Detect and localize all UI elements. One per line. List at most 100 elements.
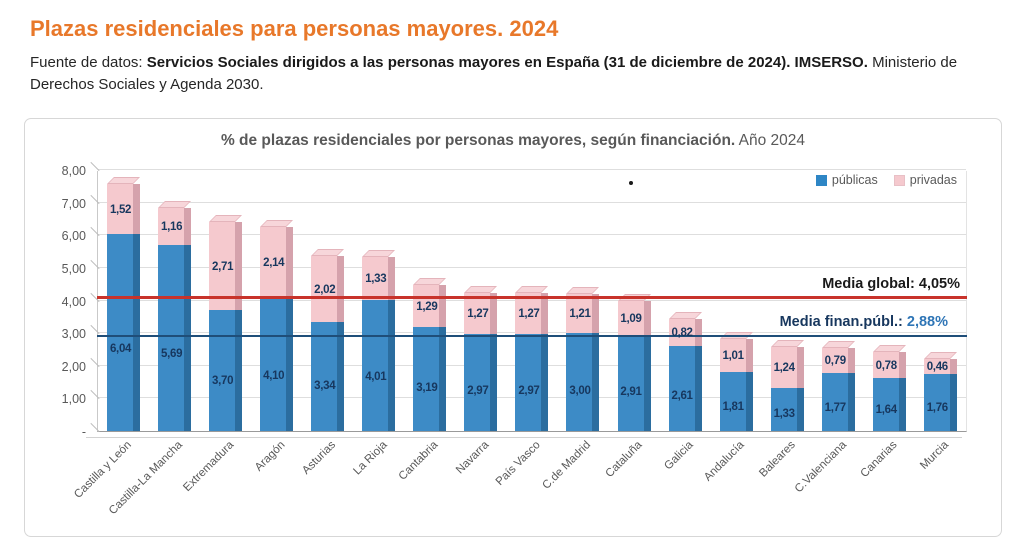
privadas-value-label: 1,29 bbox=[416, 300, 438, 313]
bar-top-face bbox=[872, 345, 906, 353]
page-title: Plazas residenciales para personas mayor… bbox=[30, 16, 559, 41]
stacked-bar: 1,27 2,97 bbox=[515, 285, 549, 431]
privadas-value-label: 0,78 bbox=[875, 359, 897, 372]
bar-top-face bbox=[413, 277, 447, 285]
privadas-value-label: 1,33 bbox=[365, 273, 387, 286]
gridline bbox=[98, 201, 966, 203]
stacked-bar: 1,16 5,69 bbox=[158, 200, 192, 431]
bar-top-face bbox=[362, 249, 396, 257]
bar-publicas-segment bbox=[668, 345, 702, 431]
y-axis-label: - bbox=[81, 425, 86, 439]
stacked-bar: 1,29 3,19 bbox=[413, 277, 447, 431]
bar-privadas-segment bbox=[464, 292, 498, 335]
x-axis-label: País Vasco bbox=[493, 439, 543, 489]
bar-group: 1,29 3,19 Cantabria bbox=[397, 171, 455, 483]
bar-privadas-segment bbox=[311, 256, 345, 323]
privadas-value-label: 2,71 bbox=[212, 261, 234, 274]
y-axis-label: 8,00 bbox=[61, 164, 86, 178]
publicas-value-label: 2,97 bbox=[467, 385, 489, 398]
reference-line-media-financiacion-publica bbox=[97, 335, 967, 338]
y-axis-tick bbox=[90, 161, 100, 172]
stacked-bar: 1,33 4,01 bbox=[362, 249, 396, 431]
chart-title-main: % de plazas residenciales por personas m… bbox=[220, 132, 736, 149]
bar-top-face bbox=[566, 286, 600, 294]
legend-label-publicas: públicas bbox=[831, 173, 878, 187]
privadas-value-label: 1,27 bbox=[467, 308, 489, 321]
bar-publicas-segment bbox=[872, 377, 906, 431]
privadas-value-label: 0,82 bbox=[671, 327, 693, 340]
privadas-value-label: 0,79 bbox=[824, 355, 846, 368]
bar-privadas-segment bbox=[107, 184, 141, 234]
x-axis-label: Murcia bbox=[917, 439, 951, 472]
bar-privadas-segment bbox=[566, 293, 600, 334]
bar-publicas-segment bbox=[464, 334, 498, 431]
y-axis-label: 2,00 bbox=[61, 359, 86, 374]
plot-area: - 1,00 2,00 3,00 4,00 5,00 6,00 7,00 8,00 1,52 6,… bbox=[62, 161, 967, 517]
bar-group: 0,46 1,76 Murcia bbox=[915, 171, 966, 472]
bar-privadas-segment bbox=[362, 256, 396, 301]
publicas-value-label: 4,10 bbox=[263, 369, 285, 382]
stacked-bar: 0,78 1,64 bbox=[872, 345, 906, 431]
privadas-value-label: 1,27 bbox=[518, 308, 540, 321]
privadas-value-label: 1,09 bbox=[620, 313, 642, 326]
legend-swatch-publicas-icon bbox=[815, 174, 827, 186]
stacked-bar: 2,71 3,70 bbox=[209, 214, 243, 431]
y-axis-label: 3,00 bbox=[61, 327, 86, 342]
plot-floor-line bbox=[86, 437, 962, 438]
bar-group: 2,02 3,34 Asturias bbox=[300, 171, 353, 477]
publicas-value-label: 1,33 bbox=[773, 407, 795, 420]
x-axis-label: C.Valenciana bbox=[792, 439, 849, 496]
dot-artifact bbox=[629, 181, 633, 185]
bar-group: 0,79 1,77 C.Valenciana bbox=[792, 171, 864, 495]
publicas-value-label: 3,19 bbox=[416, 382, 438, 395]
privadas-value-label: 1,24 bbox=[773, 362, 795, 375]
x-axis-label: Andalucía bbox=[701, 439, 747, 484]
x-axis-label: Cataluña bbox=[603, 439, 645, 481]
bar-top-face bbox=[668, 312, 702, 320]
publicas-value-label: 2,61 bbox=[671, 390, 693, 403]
bar-group: 2,14 4,10 Aragón bbox=[251, 171, 302, 474]
bar-top-face bbox=[770, 340, 804, 348]
privadas-value-label: 0,46 bbox=[926, 361, 948, 374]
bar-group: 0,82 2,61 Galicia bbox=[660, 171, 711, 472]
bar-group: 1,21 3,00 C.de Madrid bbox=[541, 171, 608, 492]
legend-item-privadas: privadas bbox=[893, 173, 957, 187]
legend-item-publicas: públicas bbox=[815, 173, 878, 187]
publicas-value-label: 4,01 bbox=[365, 371, 387, 384]
bar-privadas-segment bbox=[515, 292, 549, 335]
bar-top-face bbox=[923, 351, 957, 359]
source-prefix: Fuente de datos: bbox=[30, 54, 147, 71]
bar-privadas-segment bbox=[719, 339, 753, 372]
x-axis-label: Cantabria bbox=[396, 439, 441, 483]
x-axis-label: Canarias bbox=[858, 439, 900, 481]
bar-group: 1,16 5,69 Castilla-La Mancha bbox=[107, 171, 200, 517]
y-axis-label: 7,00 bbox=[61, 196, 86, 211]
publicas-value-label: 3,00 bbox=[569, 384, 591, 397]
bar-publicas-segment bbox=[362, 300, 396, 431]
stacked-bar: 1,24 1,33 bbox=[770, 340, 804, 431]
x-axis-label: Extremadura bbox=[181, 439, 237, 495]
gridline bbox=[98, 234, 966, 236]
privadas-value-label: 1,16 bbox=[161, 221, 183, 234]
stacked-bar: 1,09 2,91 bbox=[617, 293, 651, 431]
bar-top-face bbox=[311, 249, 345, 257]
bar-publicas-segment bbox=[719, 371, 753, 431]
stacked-bar: 2,02 3,34 bbox=[311, 249, 345, 431]
bars: 1,52 6,04 Castilla y León 1,16 5,69 Castilla-… bbox=[72, 171, 966, 517]
privadas-value-label: 2,14 bbox=[263, 257, 285, 270]
source-citation: Servicios Sociales dirigidos a las perso… bbox=[146, 54, 868, 71]
annotation-media-publica-value: 2,88% bbox=[906, 314, 948, 331]
bar-privadas-segment bbox=[209, 221, 243, 311]
publicas-value-label: 3,34 bbox=[314, 380, 336, 393]
bar-group: 1,09 2,91 Cataluña bbox=[604, 171, 660, 480]
stacked-bar: 2,14 4,10 bbox=[260, 220, 294, 431]
bar-top-face bbox=[821, 340, 855, 348]
privadas-value-label: 1,21 bbox=[569, 308, 591, 321]
x-axis-label: Galicia bbox=[662, 439, 696, 473]
stacked-bar: 1,27 2,97 bbox=[464, 285, 498, 431]
gridline bbox=[98, 169, 966, 170]
bar-publicas-segment bbox=[209, 310, 243, 431]
privadas-value-label: 1,01 bbox=[722, 350, 744, 363]
stacked-bar: 1,52 6,04 bbox=[107, 177, 141, 431]
bar-privadas-segment bbox=[617, 300, 651, 337]
